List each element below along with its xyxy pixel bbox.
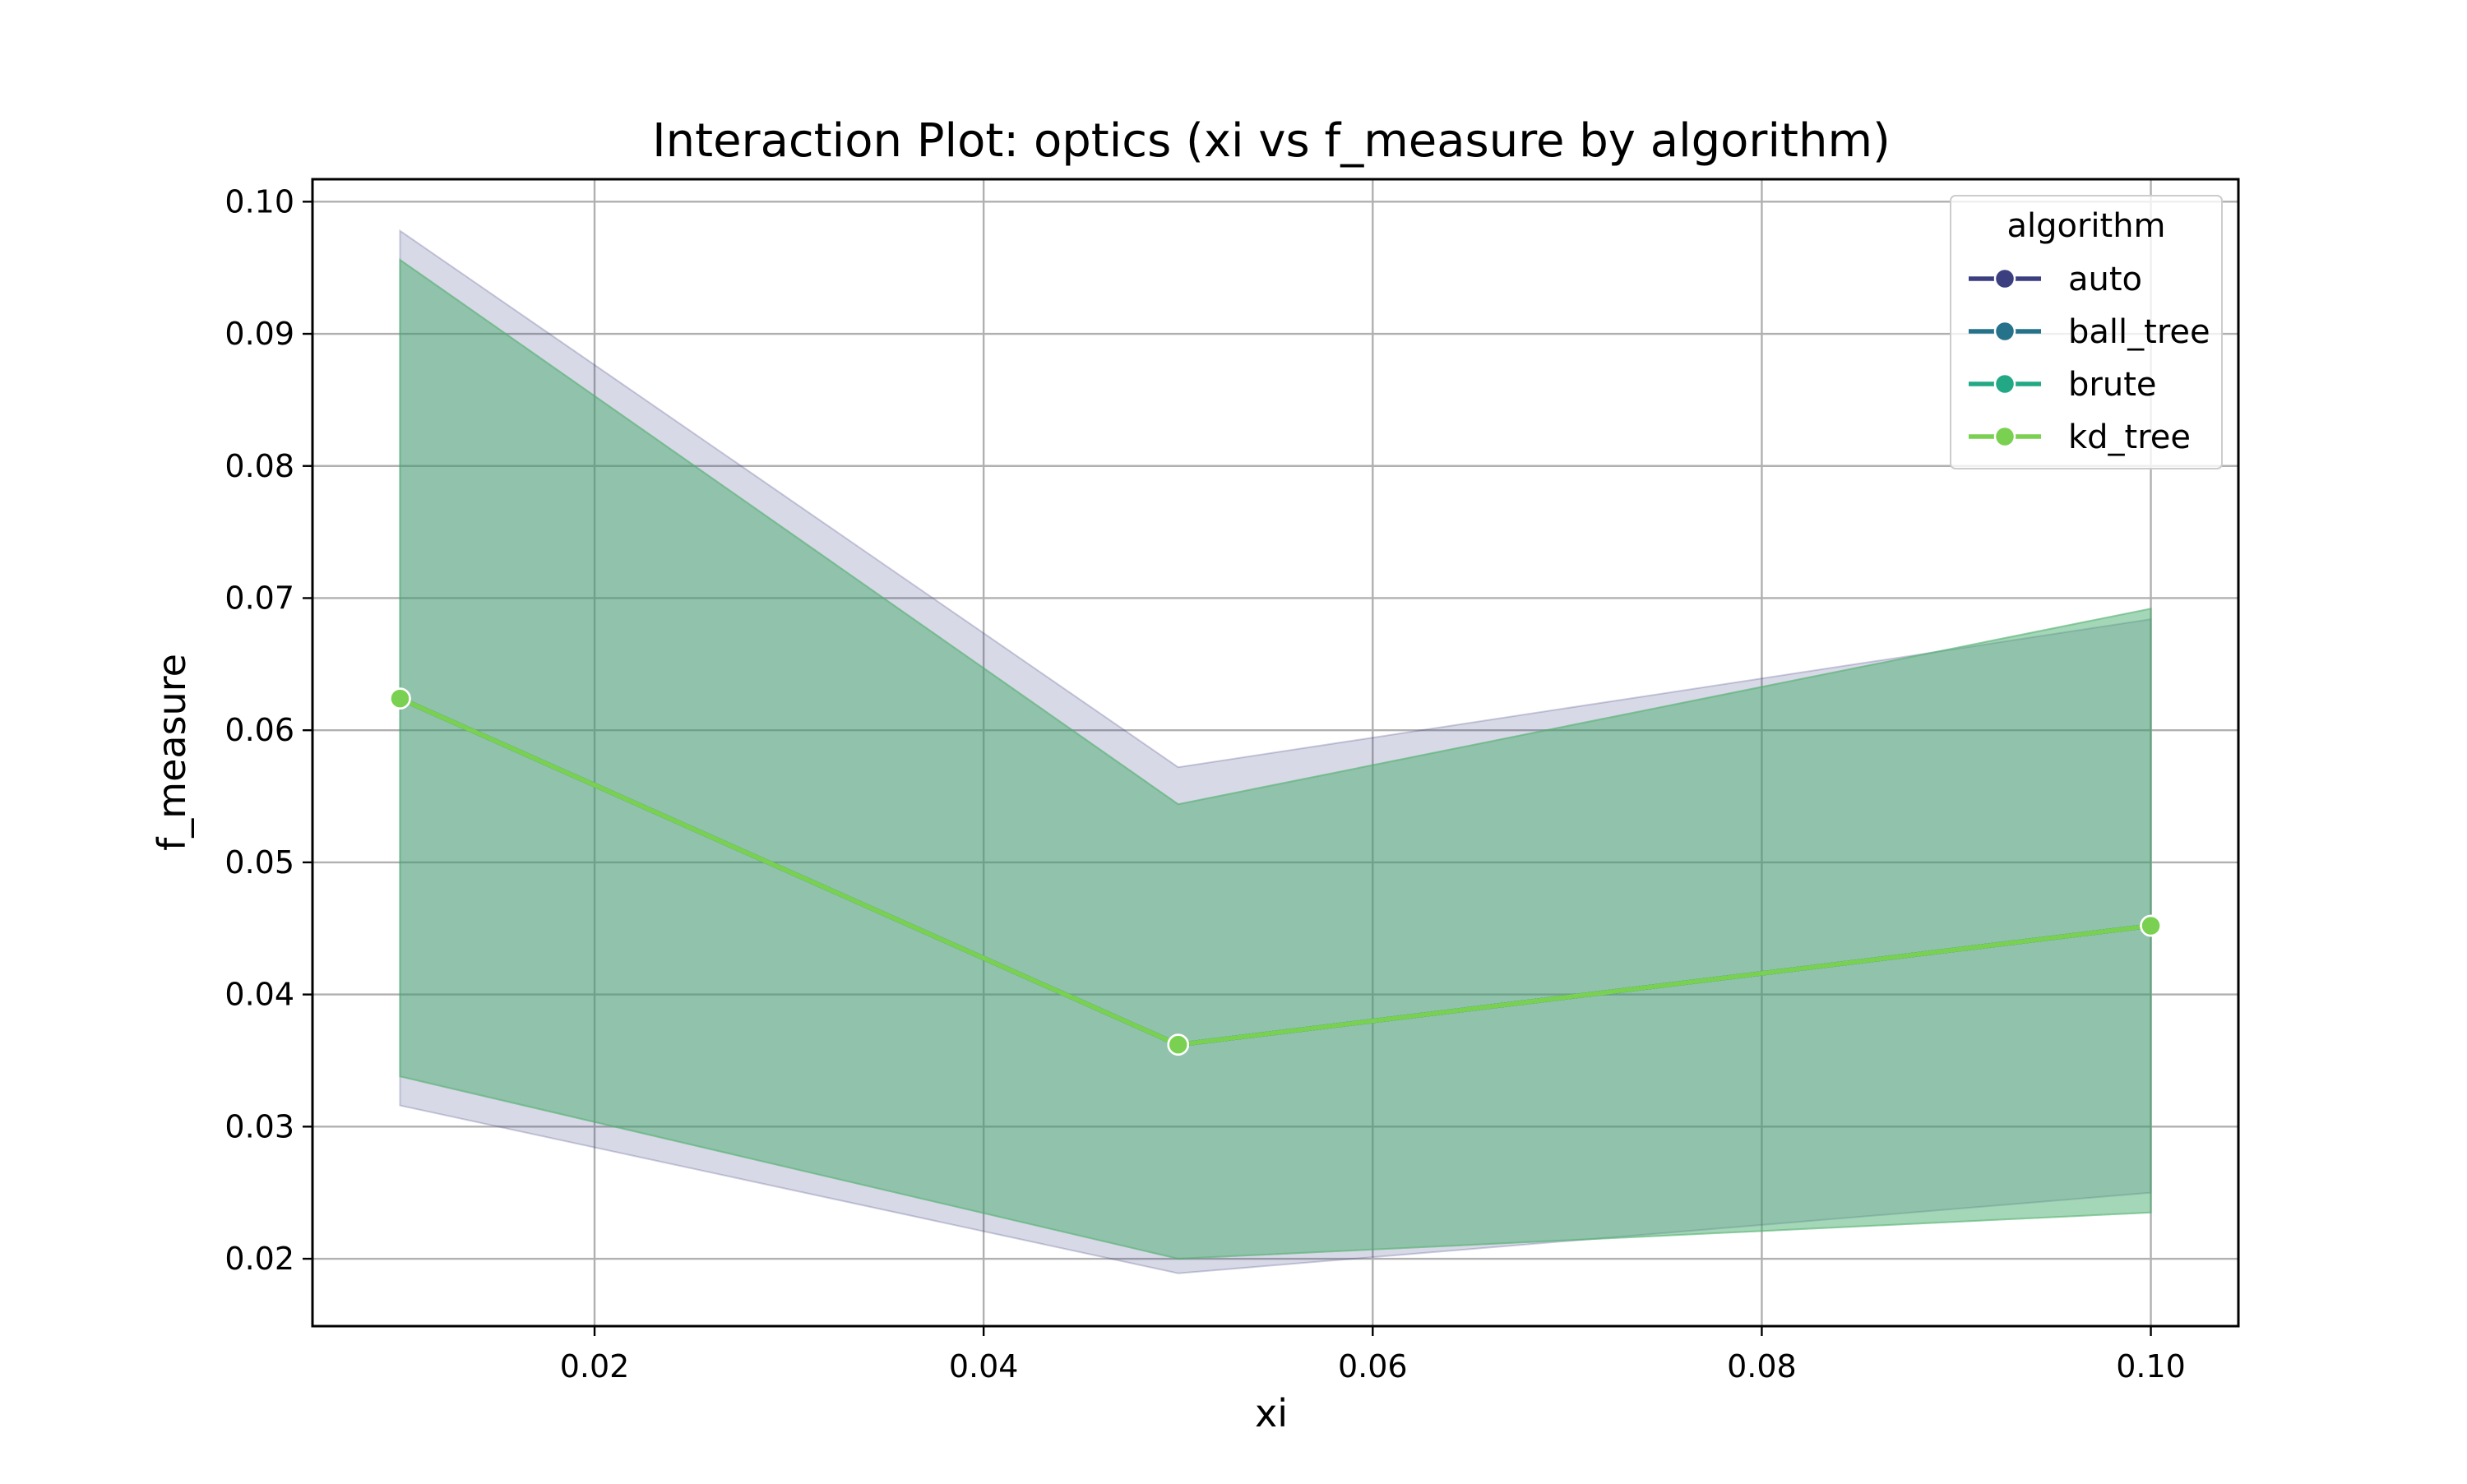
- legend-label: ball_tree: [2068, 313, 2210, 351]
- confidence-bands: [399, 229, 2152, 1274]
- legend-box: [1950, 195, 2223, 469]
- x-axis-label: xi: [1255, 1391, 1288, 1435]
- x-tick-label: 0.10: [2116, 1348, 2186, 1385]
- ci-band-auto: [399, 229, 2152, 1274]
- legend-item-auto: auto: [1969, 261, 2142, 298]
- legend-item-kd_tree: kd_tree: [1969, 418, 2191, 456]
- y-tick-label: 0.05: [224, 844, 294, 881]
- plot-frame: [311, 178, 2240, 1328]
- y-tick-label: 0.10: [224, 183, 294, 220]
- ci-band-brute: [399, 258, 2152, 1260]
- x-tick-label: 0.06: [1338, 1348, 1408, 1385]
- grid-layer: [312, 179, 2238, 1326]
- x-tick-label: 0.08: [1727, 1348, 1797, 1385]
- legend-label: kd_tree: [2068, 418, 2191, 456]
- data-point-kd_tree: [1167, 1033, 1189, 1056]
- legend-marker: [1993, 425, 2016, 448]
- chart-title: Interaction Plot: optics (xi vs f_measur…: [652, 114, 1891, 168]
- y-tick-label: 0.02: [224, 1241, 294, 1277]
- legend-marker: [1993, 267, 2016, 290]
- y-tick-label: 0.06: [224, 712, 294, 748]
- legend-label: brute: [2068, 366, 2156, 404]
- y-tick-label: 0.08: [224, 448, 294, 484]
- legend-title: algorithm: [2006, 207, 2165, 245]
- legend-marker: [1993, 372, 2016, 395]
- series-points: [389, 687, 2162, 1056]
- y-ticks: 0.02 0.03 0.04 0.05 0.06 0.07 0.08 0.09 0.10: [224, 183, 312, 1277]
- x-ticks: 0.02 0.04 0.06 0.08 0.10: [560, 1326, 2186, 1385]
- y-axis-label: f_measure: [150, 654, 194, 851]
- y-tick-label: 0.03: [224, 1108, 294, 1144]
- data-point-kd_tree: [389, 687, 411, 710]
- legend-marker: [1993, 320, 2016, 343]
- y-tick-label: 0.07: [224, 580, 294, 616]
- y-tick-label: 0.04: [224, 977, 294, 1013]
- data-point-kd_tree: [2140, 914, 2162, 937]
- ci-band-kd_tree: [399, 258, 2152, 1260]
- x-tick-label: 0.04: [949, 1348, 1019, 1385]
- x-tick-label: 0.02: [560, 1348, 630, 1385]
- legend-item-brute: brute: [1969, 366, 2156, 404]
- y-tick-label: 0.09: [224, 316, 294, 352]
- ci-band-ball_tree: [399, 258, 2152, 1260]
- legend-item-ball_tree: ball_tree: [1969, 313, 2210, 351]
- legend-label: auto: [2068, 261, 2142, 298]
